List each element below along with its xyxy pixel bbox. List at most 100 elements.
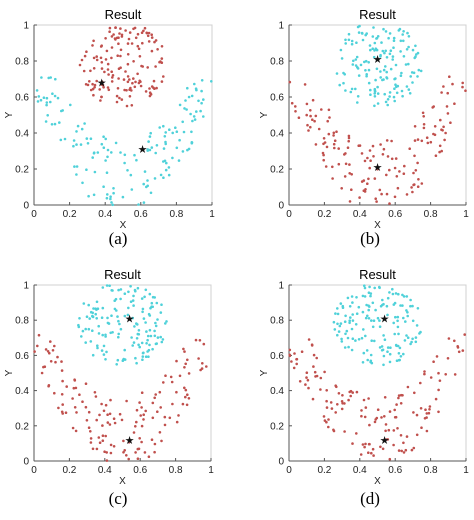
scatter-point <box>365 74 368 78</box>
scatter-point <box>147 40 151 43</box>
scatter-point <box>392 46 395 49</box>
scatter-point <box>101 439 105 443</box>
scatter-point <box>432 105 436 108</box>
scatter-point <box>358 24 361 28</box>
scatter-point <box>160 340 164 344</box>
scatter-point <box>89 437 93 440</box>
scatter-point <box>394 315 397 319</box>
scatter-point <box>385 56 389 59</box>
scatter-point <box>140 391 144 395</box>
scatter-point <box>394 77 397 80</box>
scatter-point <box>388 32 392 35</box>
scatter-point <box>414 340 418 344</box>
scatter-point <box>389 346 392 350</box>
scatter-point <box>442 125 445 129</box>
scatter-point <box>409 298 412 302</box>
scatter-point <box>185 108 188 111</box>
scatter-point <box>367 308 371 312</box>
x-tick-label: 0 <box>31 209 37 220</box>
scatter-point <box>111 203 114 207</box>
scatter-point <box>191 119 194 123</box>
scatter-point <box>106 155 109 159</box>
scatter-point <box>79 143 83 146</box>
scatter-point <box>88 317 91 320</box>
scatter-point <box>119 327 123 331</box>
scatter-point <box>125 104 129 108</box>
scatter-point <box>383 415 386 418</box>
scatter-point <box>369 93 372 96</box>
scatter-point <box>85 50 88 53</box>
scatter-point <box>288 348 292 352</box>
scatter-point <box>346 336 350 340</box>
scatter-point <box>75 143 78 146</box>
scatter-point <box>396 325 400 329</box>
scatter-point <box>419 407 423 410</box>
scatter-point <box>110 56 113 60</box>
scatter-point <box>288 354 292 358</box>
y-tick-label: 0.8 <box>270 316 284 327</box>
scatter-point <box>89 137 93 140</box>
scatter-point <box>380 192 383 196</box>
scatter-point <box>399 74 403 77</box>
scatter-point <box>144 409 147 413</box>
scatter-point <box>374 78 377 82</box>
scatter-point <box>92 67 96 70</box>
scatter-point <box>185 403 189 407</box>
scatter-point <box>338 324 342 328</box>
scatter-point <box>60 109 63 113</box>
scatter-point <box>95 308 98 311</box>
scatter-point <box>104 37 107 40</box>
scatter-point <box>42 96 46 99</box>
scatter-point <box>187 95 191 99</box>
scatter-point <box>104 159 107 162</box>
scatter-point <box>413 139 417 142</box>
scatter-point <box>186 393 189 397</box>
scatter-point <box>359 63 363 67</box>
scatter-point <box>355 390 359 394</box>
scatter-point <box>182 347 185 351</box>
scatter-point <box>89 430 92 433</box>
scatter-point <box>393 166 397 170</box>
scatter-point <box>351 337 355 341</box>
scatter-point <box>119 66 122 69</box>
scatter-point <box>312 365 315 368</box>
scatter-point <box>402 295 406 298</box>
scatter-point <box>184 99 187 102</box>
scatter-point <box>355 55 359 59</box>
scatter-point <box>123 314 127 318</box>
scatter-point <box>392 443 395 447</box>
scatter-point <box>100 44 103 47</box>
scatter-point <box>420 139 424 143</box>
scatter-point <box>150 49 154 53</box>
scatter-point <box>397 292 400 296</box>
scatter-point <box>363 60 366 64</box>
scatter-point <box>378 346 382 349</box>
scatter-point <box>92 56 96 60</box>
scatter-point <box>37 95 41 98</box>
scatter-point <box>394 343 398 347</box>
scatter-point <box>144 90 148 93</box>
x-tick-label: 0.2 <box>317 209 331 220</box>
scatter-point <box>164 131 167 134</box>
scatter-point <box>415 413 419 417</box>
scatter-point <box>128 31 132 34</box>
scatter-point <box>107 73 110 76</box>
scatter-point <box>182 130 186 134</box>
scatter-point <box>115 100 119 104</box>
scatter-point <box>398 346 402 350</box>
scatter-point <box>382 334 385 337</box>
scatter-point <box>331 177 334 180</box>
scatter-point <box>123 348 126 352</box>
scatter-point <box>384 429 387 433</box>
scatter-point <box>144 321 147 324</box>
scatter-point <box>91 87 95 91</box>
scatter-point <box>106 68 110 71</box>
scatter-point <box>345 329 349 333</box>
scatter-point <box>453 373 457 376</box>
scatter-point <box>162 176 165 179</box>
scatter-point <box>438 379 442 383</box>
scatter-point <box>355 312 359 316</box>
scatter-point <box>164 322 167 325</box>
scatter-point <box>147 31 151 35</box>
x-tick-label: 0.8 <box>424 209 438 220</box>
